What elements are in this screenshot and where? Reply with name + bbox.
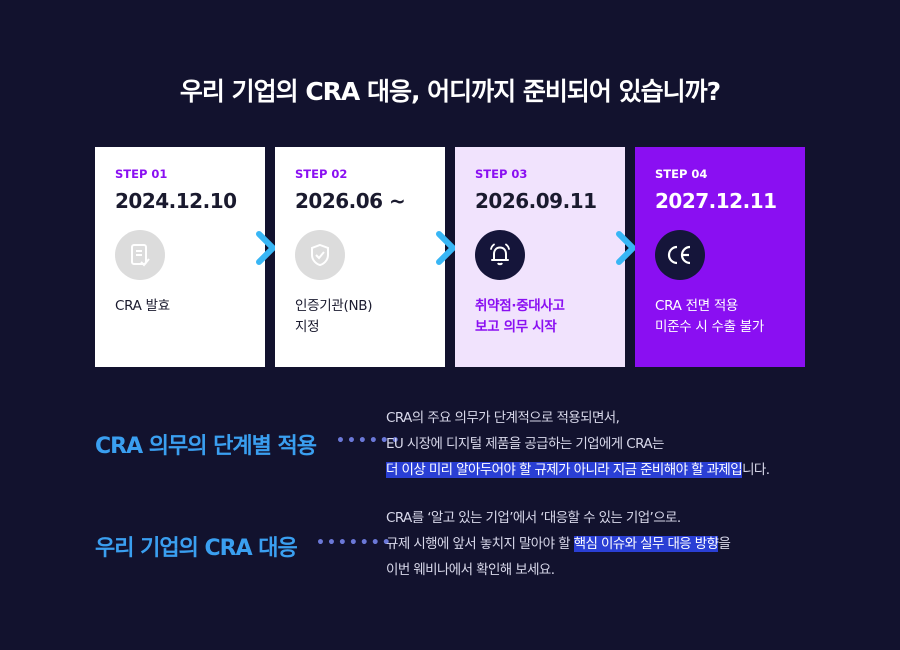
chevron-right-icon	[616, 231, 636, 265]
step-label: STEP 01	[115, 167, 168, 181]
step-date: 2026.09.11	[475, 189, 597, 213]
document-check-icon	[115, 230, 165, 280]
page-title: 우리 기업의 CRA 대응, 어디까지 준비되어 있습니까?	[179, 77, 721, 106]
step-description: CRA 발효	[115, 298, 170, 314]
dotted-connector: ••••••	[336, 433, 402, 449]
ce-mark-icon	[655, 230, 705, 280]
section-description-phased-obligations: CRA의 주요 의무가 단계적으로 적용되면서, EU 시장에 디지털 제품을 …	[386, 405, 770, 483]
step-card-1: STEP 01 2024.12.10 CRA 발효	[95, 147, 265, 367]
description-text: 을	[718, 536, 731, 552]
step-label: STEP 02	[295, 167, 348, 181]
step-description: 취약점·중대사고 보고 의무 시작	[475, 298, 565, 335]
section-title-phased-obligations: CRA 의무의 단계별 적용	[95, 434, 317, 459]
description-line: CRA를 ‘알고 있는 기업’에서 ‘대응할 수 있는 기업’으로.	[386, 510, 681, 526]
chevron-right-icon	[436, 231, 456, 265]
description-line: 이번 웨비나에서 확인해 보세요.	[386, 562, 555, 578]
highlighted-text: 더 이상 미리 알아두어야 할 규제가 아니라 지금 준비해야 할 과제입	[386, 462, 743, 478]
description-text: 규제 시행에 앞서 놓치지 말아야 할	[386, 536, 574, 552]
description-line: 규제 시행에 앞서 놓치지 말아야 할 핵심 이슈와 실무 대응 방향을	[386, 531, 731, 557]
shield-check-icon	[295, 230, 345, 280]
section-title-company-response: 우리 기업의 CRA 대응	[95, 536, 298, 561]
chevron-right-icon	[256, 231, 276, 265]
step-description: CRA 전면 적용 미준수 시 수출 불가	[655, 298, 764, 335]
step-card-3: STEP 03 2026.09.11 취약점·중대사고 보고 의무 시작	[455, 147, 625, 367]
step-card-4: STEP 04 2027.12.11 CRA 전면 적용 미준수 시 수출 불가	[635, 147, 805, 367]
section-description-company-response: CRA를 ‘알고 있는 기업’에서 ‘대응할 수 있는 기업’으로. 규제 시행…	[386, 505, 731, 583]
step-date: 2027.12.11	[655, 189, 777, 213]
highlighted-text: 핵심 이슈와 실무 대응 방향	[573, 536, 719, 552]
step-label: STEP 03	[475, 167, 528, 181]
dotted-connector: •••••••	[316, 535, 393, 551]
step-label: STEP 04	[655, 167, 708, 181]
description-line: EU 시장에 디지털 제품을 공급하는 기업에게 CRA는	[386, 436, 664, 452]
step-date: 2026.06 ~	[295, 189, 406, 213]
step-description: 인증기관(NB) 지정	[295, 298, 373, 335]
bell-alert-icon	[475, 230, 525, 280]
description-line: 더 이상 미리 알아두어야 할 규제가 아니라 지금 준비해야 할 과제입니다.	[386, 457, 770, 483]
step-date: 2024.12.10	[115, 189, 237, 213]
description-text: 니다.	[742, 462, 770, 478]
step-card-2: STEP 02 2026.06 ~ 인증기관(NB) 지정	[275, 147, 445, 367]
description-line: CRA의 주요 의무가 단계적으로 적용되면서,	[386, 410, 620, 426]
